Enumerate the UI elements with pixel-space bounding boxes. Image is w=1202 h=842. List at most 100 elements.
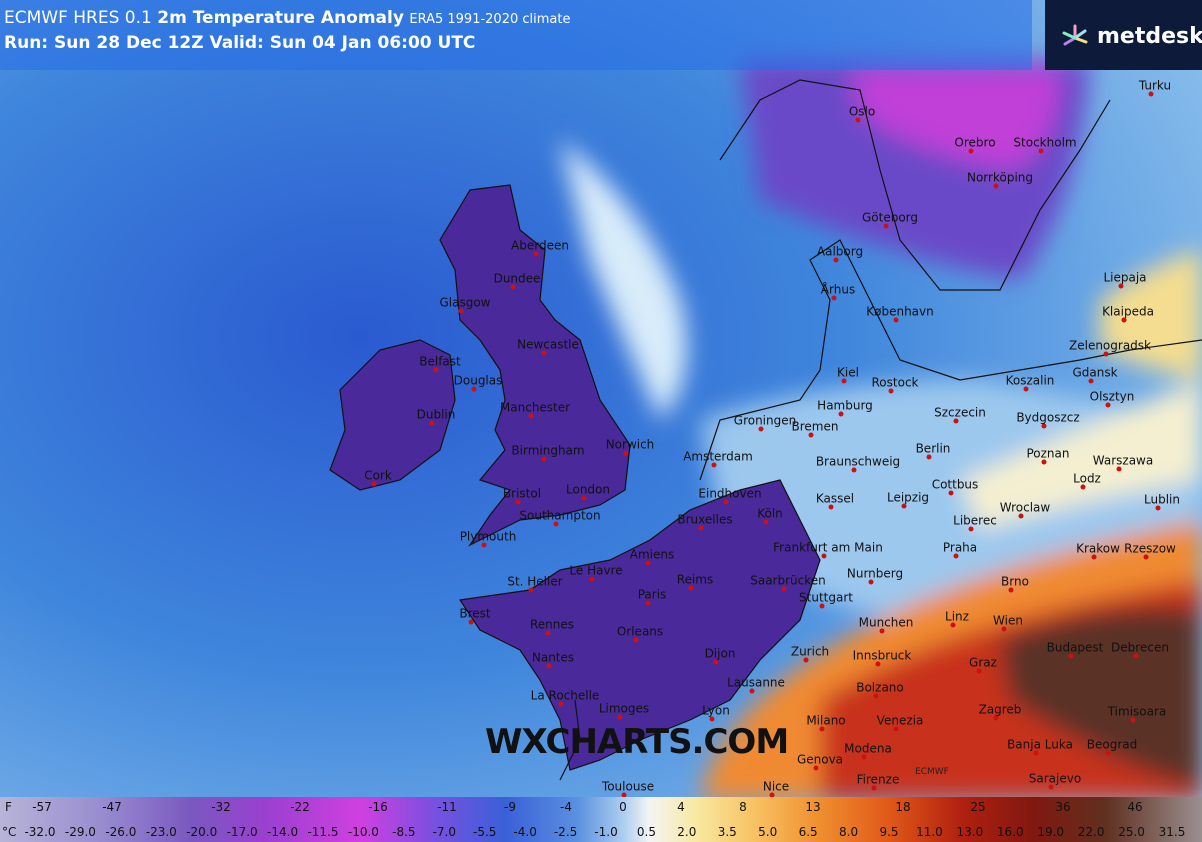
fahrenheit-label: 25: [970, 800, 986, 814]
city-dot: [819, 726, 825, 732]
city-label: Wroclaw: [1000, 501, 1051, 515]
city-label: Timisoara: [1107, 705, 1167, 719]
city-dot: [698, 525, 704, 531]
city-dot: [888, 388, 894, 394]
celsius-label: -14.0: [267, 825, 299, 839]
celsius-label: -32.0: [24, 825, 56, 839]
celsius-label: 22.0: [1077, 825, 1105, 839]
city-dot: [950, 622, 956, 628]
city-dot: [711, 462, 717, 468]
fahrenheit-label: 18: [895, 800, 911, 814]
city-label: Bristol: [503, 487, 541, 501]
city-label: Southampton: [519, 509, 600, 523]
city-dot: [968, 148, 974, 154]
city-dot: [1105, 402, 1111, 408]
city-dot: [871, 785, 877, 791]
city-label: Lyon: [702, 704, 730, 718]
celsius-label: 31.5: [1158, 825, 1186, 839]
city-dot: [828, 504, 834, 510]
city-label: Plymouth: [460, 530, 517, 544]
city-label: Firenze: [857, 773, 900, 787]
celsius-label: 9.5: [879, 825, 899, 839]
city-dot: [868, 579, 874, 585]
city-label: Wien: [993, 614, 1023, 628]
city-dot: [510, 284, 516, 290]
city-dot: [1001, 626, 1007, 632]
city-dot: [758, 426, 764, 432]
logo-text: metdesk: [1097, 24, 1202, 49]
city-dot: [861, 754, 867, 760]
city-dot: [1155, 505, 1161, 511]
city-label: Munchen: [859, 616, 914, 630]
fahrenheit-label: -57: [32, 800, 52, 814]
city-label: Göteborg: [862, 211, 918, 225]
city-label: Leipzig: [887, 491, 929, 505]
celsius-label: -17.0: [226, 825, 258, 839]
fahrenheit-label: -22: [290, 800, 310, 814]
city-label: Berlin: [916, 442, 951, 456]
city-label: Olsztyn: [1090, 390, 1135, 404]
city-dot: [875, 661, 881, 667]
city-label: Graz: [969, 656, 997, 670]
city-label: Zurich: [791, 645, 829, 659]
city-dot: [879, 628, 885, 634]
city-label: Dijon: [705, 647, 736, 661]
celsius-label: -2.5: [553, 825, 578, 839]
city-label: Liepaja: [1103, 271, 1146, 285]
city-dot: [1023, 386, 1029, 392]
city-label: Limoges: [599, 702, 649, 716]
city-dot: [623, 450, 629, 456]
city-label: Zagreb: [979, 703, 1022, 717]
city-label: Bydgoszcz: [1016, 411, 1079, 425]
city-label: Belfast: [419, 355, 461, 369]
city-dot: [1041, 423, 1047, 429]
city-label: Bremen: [792, 420, 839, 434]
city-dot: [769, 792, 775, 798]
city-label: Bolzano: [856, 681, 904, 695]
city-dot: [1148, 91, 1154, 97]
celsius-label: 2.0: [677, 825, 697, 839]
fahrenheit-label: 4: [677, 800, 685, 814]
fahrenheit-label: -47: [102, 800, 122, 814]
city-label: Dundee: [494, 272, 541, 286]
fahrenheit-label: 13: [805, 800, 821, 814]
city-label: Cork: [364, 469, 392, 483]
city-label: Le Havre: [569, 564, 622, 578]
city-label: Praha: [943, 541, 977, 555]
celsius-label: -4.0: [513, 825, 537, 839]
credit: ECMWF: [915, 767, 949, 777]
city-dot: [883, 223, 889, 229]
city-label: Cottbus: [932, 478, 979, 492]
city-label: Groningen: [734, 414, 796, 428]
city-dot: [841, 378, 847, 384]
city-dot: [749, 688, 755, 694]
city-label: Manchester: [500, 401, 570, 415]
city-label: Linz: [945, 610, 969, 624]
fahrenheit-label: 46: [1127, 800, 1143, 814]
city-dot: [458, 308, 464, 314]
city-label: Orebro: [954, 136, 995, 150]
city-dot: [713, 659, 719, 665]
city-dot: [953, 553, 959, 559]
city-label: Toulouse: [601, 780, 654, 794]
city-dot: [645, 560, 651, 566]
city-dot: [851, 467, 857, 473]
city-label: Newcastle: [517, 338, 579, 352]
city-label: Glasgow: [439, 296, 490, 310]
celsius-label: -29.0: [64, 825, 96, 839]
city-label: Lodz: [1073, 472, 1101, 486]
city-dot: [633, 637, 639, 643]
city-dot: [545, 630, 551, 636]
city-label: Köln: [757, 507, 783, 521]
city-dot: [589, 576, 595, 582]
city-dot: [1133, 653, 1139, 659]
celsius-label: -5.5: [472, 825, 497, 839]
city-dot: [1118, 283, 1124, 289]
celsius-label: -7.0: [432, 825, 456, 839]
celsius-label: 25.0: [1118, 825, 1145, 839]
city-label: Dublin: [417, 408, 456, 422]
fahrenheit-label: 8: [739, 800, 747, 814]
city-label: Århus: [821, 282, 855, 297]
